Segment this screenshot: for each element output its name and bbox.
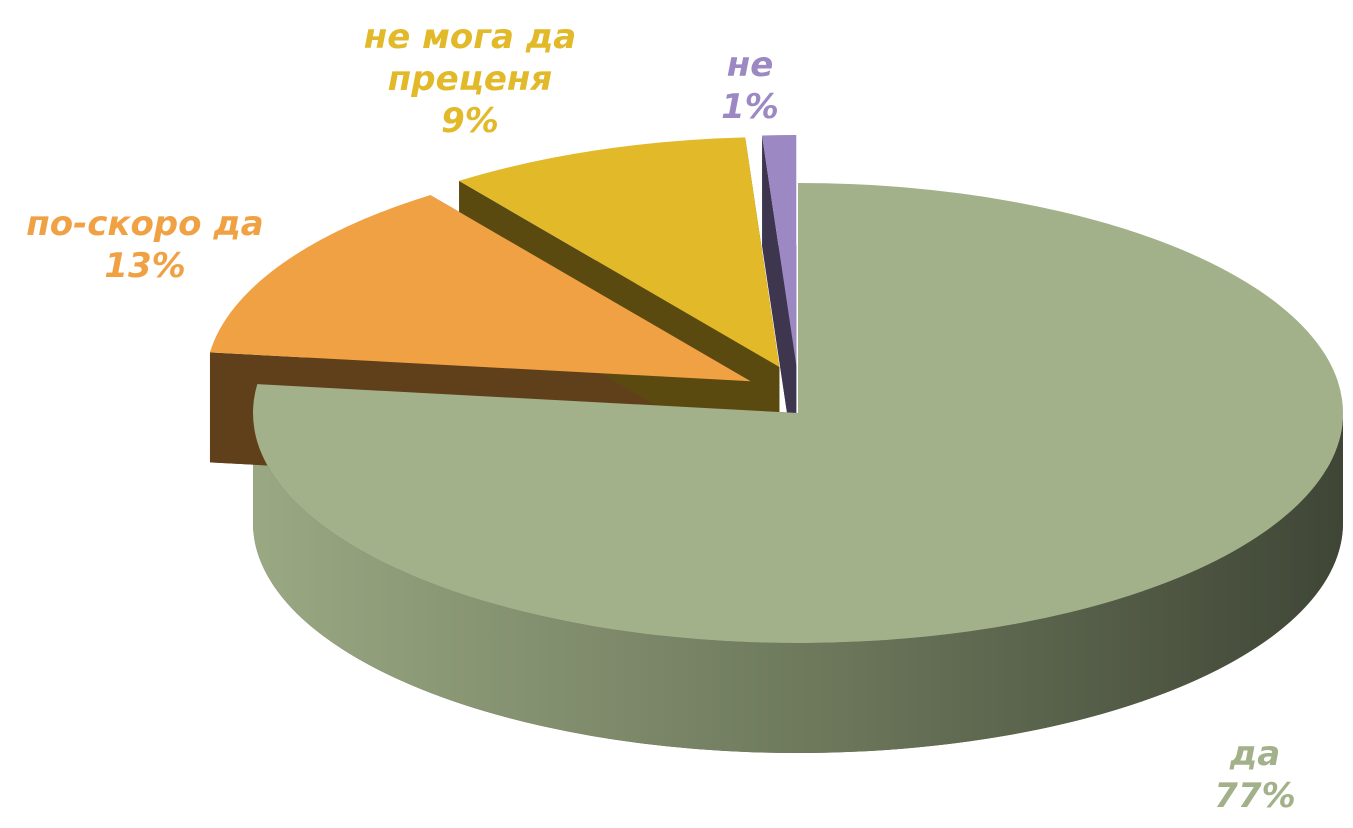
- pie-slice: [209, 195, 751, 382]
- value-label: 77%: [1214, 776, 1296, 816]
- data-label: не 1%: [700, 44, 800, 128]
- category-label: не: [726, 45, 774, 85]
- category-label: не мога да преценя: [363, 17, 577, 99]
- category-label: по-скоро да: [26, 204, 264, 244]
- slice-edge: [762, 135, 797, 476]
- value-label: 13%: [104, 246, 186, 286]
- data-label: по-скоро да 13%: [10, 203, 280, 287]
- category-label: да: [1229, 734, 1281, 774]
- value-label: 1%: [721, 87, 779, 127]
- slice-side: [253, 413, 1343, 753]
- layer: [209, 135, 1343, 643]
- pie-slice: [762, 135, 797, 366]
- pie-slice: [459, 137, 780, 367]
- data-label: да 77%: [1170, 733, 1340, 817]
- value-label: 9%: [441, 101, 499, 141]
- pie-slice: [252, 183, 1343, 643]
- data-label: не мога да преценя 9%: [330, 16, 610, 142]
